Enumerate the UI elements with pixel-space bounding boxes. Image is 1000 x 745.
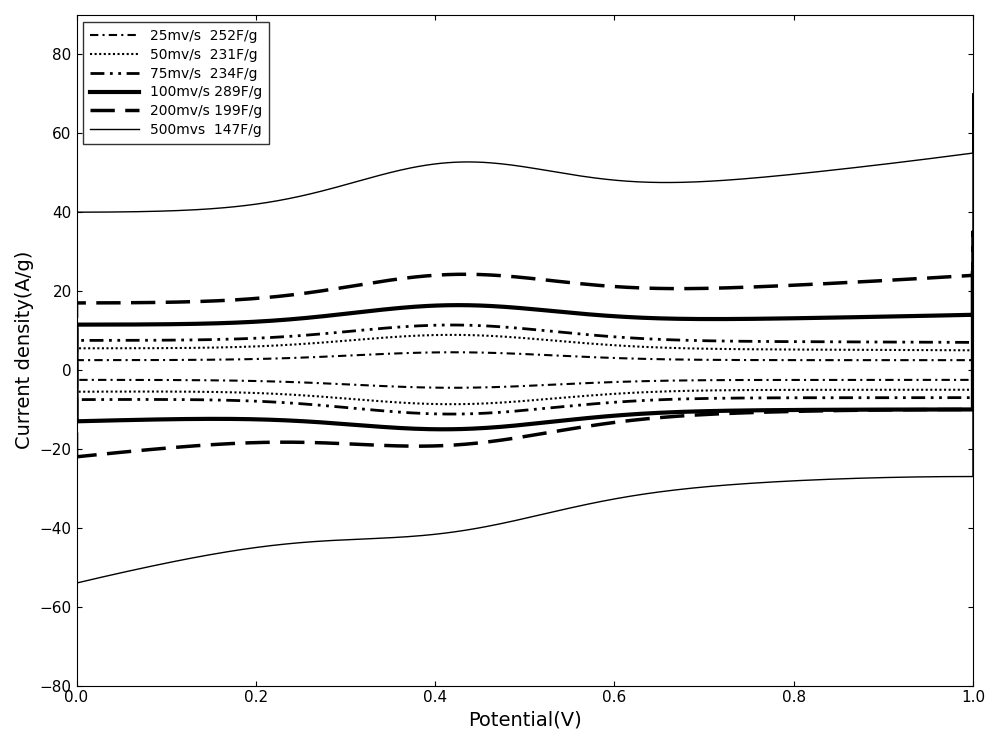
Legend: 25mv/s  252F/g, 50mv/s  231F/g, 75mv/s  234F/g, 100mv/s 289F/g, 200mv/s 199F/g, : 25mv/s 252F/g, 50mv/s 231F/g, 75mv/s 234… (83, 22, 269, 144)
Y-axis label: Current density(A/g): Current density(A/g) (15, 251, 34, 449)
X-axis label: Potential(V): Potential(V) (468, 711, 582, 730)
